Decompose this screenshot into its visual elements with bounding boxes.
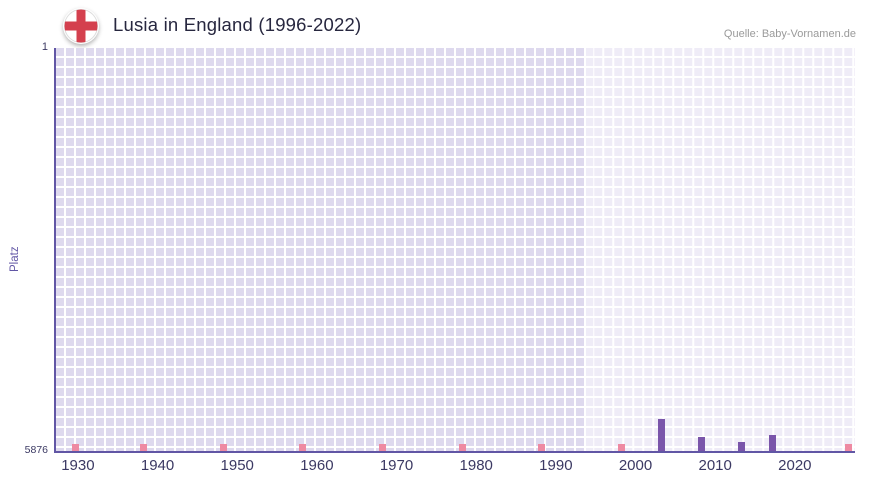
decade-marker xyxy=(458,444,466,451)
data-period-region xyxy=(585,48,855,451)
y-axis-title: Platz xyxy=(9,246,21,272)
x-axis-tick-label: 1990 xyxy=(539,457,573,474)
chart-title: Lusia in England (1996-2022) xyxy=(113,14,362,35)
decade-marker xyxy=(618,444,626,451)
source-label: Quelle: Baby-Vornamen.de xyxy=(723,28,856,40)
no-data-region xyxy=(56,48,586,451)
x-axis-tick-labels: 1930 1940 1950 1960 1970 1980 1990 2000 2010 2020 xyxy=(54,457,855,481)
x-axis-tick-label: 1980 xyxy=(459,457,493,474)
x-axis-tick-label: 1940 xyxy=(140,457,175,474)
decade-marker xyxy=(140,444,148,451)
decade-marker xyxy=(538,444,546,451)
decade-marker xyxy=(845,444,853,451)
x-axis-tick-label: 1950 xyxy=(220,457,254,474)
plot-area xyxy=(54,48,855,453)
decade-marker xyxy=(379,444,387,451)
x-axis-tick-label: 1970 xyxy=(379,457,414,474)
decade-marker xyxy=(299,444,307,451)
rank-bar xyxy=(697,436,705,451)
rank-bar xyxy=(657,419,665,451)
decade-marker xyxy=(219,444,227,451)
x-axis-tick-label: 1960 xyxy=(300,457,334,474)
decade-marker xyxy=(72,444,80,451)
england-flag-icon xyxy=(63,8,99,44)
x-axis-tick-label: 2010 xyxy=(698,457,732,474)
x-axis-tick-label: 2020 xyxy=(778,457,812,474)
rank-bar xyxy=(769,435,777,451)
y-axis-max-label: 1 xyxy=(41,41,48,53)
x-axis-tick-label: 1930 xyxy=(61,457,95,474)
y-axis-min-label: 5876 xyxy=(24,444,48,456)
x-axis-tick-label: 2000 xyxy=(618,457,653,474)
rank-bar xyxy=(737,442,745,451)
